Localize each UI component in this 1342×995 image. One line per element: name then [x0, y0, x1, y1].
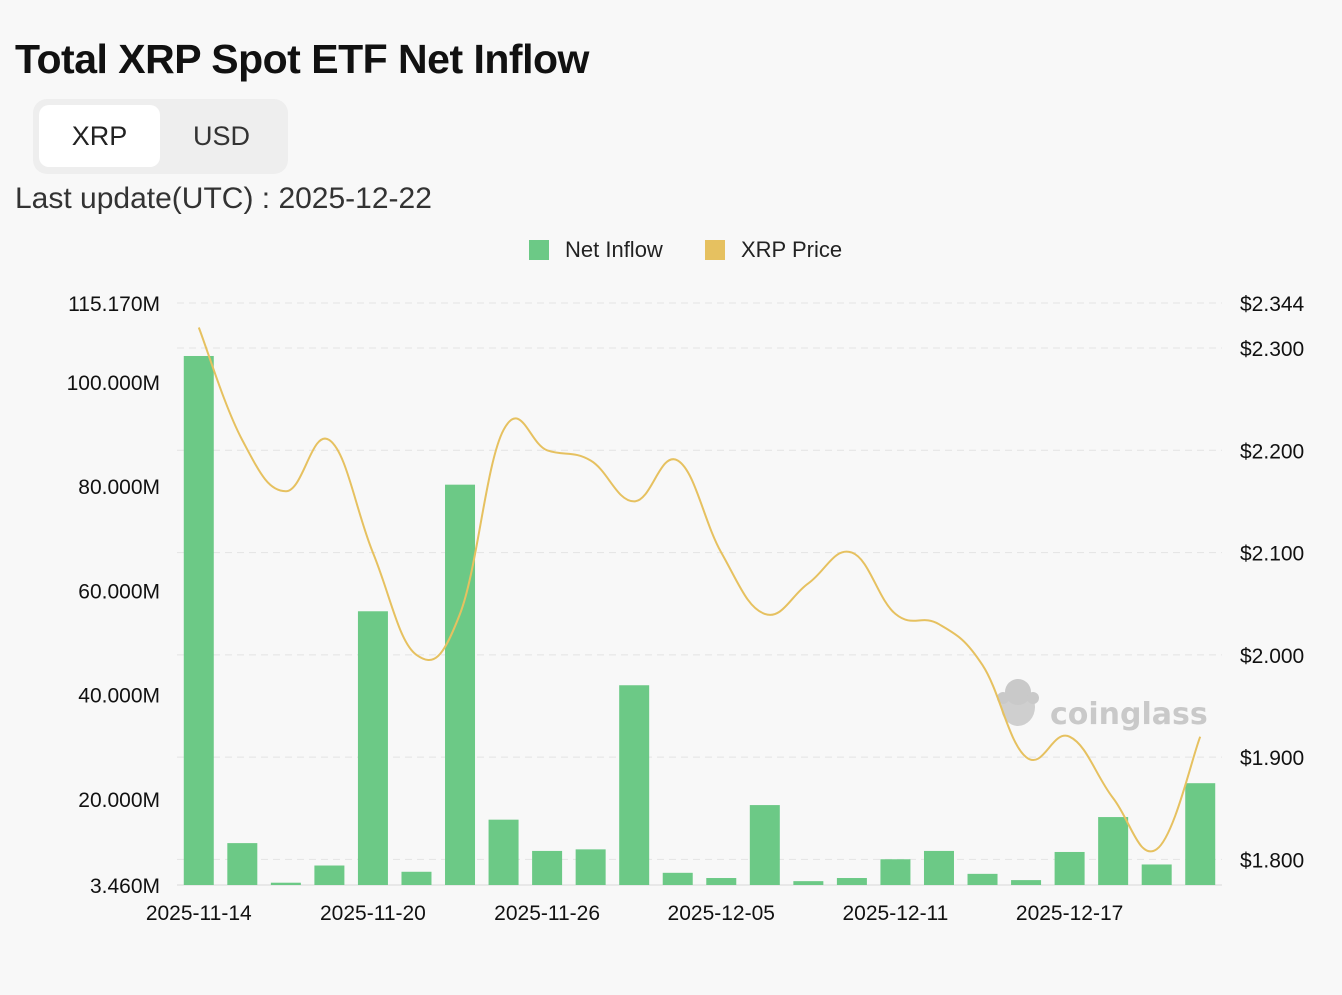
net-inflow-bar[interactable]	[1141, 864, 1172, 885]
x-axis-tick-label: 2025-12-11	[843, 902, 949, 925]
left-axis-tick-label: 115.170M	[68, 293, 160, 316]
net-inflow-bar[interactable]	[706, 878, 737, 885]
coinglass-watermark: coinglass	[997, 679, 1208, 732]
toggle-xrp-button[interactable]: XRP	[39, 105, 160, 167]
right-axis-tick-label: $1.900	[1240, 747, 1304, 770]
legend-label-xrp-price[interactable]: XRP Price	[741, 237, 842, 262]
net-inflow-bar[interactable]	[1011, 880, 1042, 885]
chart-legend: Net Inflow XRP Price	[529, 237, 842, 262]
mascot-head	[1005, 679, 1031, 705]
net-inflow-bar[interactable]	[401, 871, 432, 885]
left-axis-tick-label: 100.000M	[67, 372, 160, 395]
net-inflow-bar[interactable]	[1098, 817, 1129, 885]
net-inflow-bar[interactable]	[314, 865, 345, 885]
net-inflow-bar[interactable]	[227, 843, 258, 885]
net-inflow-bar[interactable]	[532, 850, 563, 885]
xrp-price-line	[197, 327, 1202, 853]
left-axis: 3.460M 20.000M 40.000M 60.000M 80.000M 100.00…	[67, 293, 160, 898]
x-axis-tick-label: 2025-12-17	[1016, 902, 1123, 925]
legend-swatch-xrp-price[interactable]	[705, 240, 725, 260]
x-axis-tick-label: 2025-11-20	[320, 902, 426, 925]
right-axis-tick-label: $2.300	[1240, 338, 1304, 361]
right-axis: $1.800 $1.900 $2.000 $2.100 $2.200 $2.300 $2.3…	[1240, 293, 1305, 872]
x-axis-tick-label: 2025-11-14	[146, 902, 252, 925]
left-axis-tick-label: 3.460M	[90, 875, 160, 898]
net-inflow-bars	[183, 355, 1216, 885]
net-inflow-bar[interactable]	[749, 805, 780, 885]
net-inflow-bar[interactable]	[923, 850, 954, 885]
net-inflow-bar[interactable]	[575, 849, 606, 885]
net-inflow-bar[interactable]	[488, 819, 519, 885]
net-inflow-chart: Net Inflow XRP Price coinglass 3.460M 20.0…	[67, 237, 1305, 925]
page-title: Total XRP Spot ETF Net Inflow	[15, 36, 589, 82]
xrp-price-series-line[interactable]	[197, 327, 1202, 853]
x-axis: 2025-11-14 2025-11-20 2025-11-26 2025-12-05…	[146, 902, 1123, 925]
net-inflow-bar[interactable]	[836, 878, 867, 885]
mascot-ear-right	[1027, 692, 1039, 704]
right-axis-tick-label: $2.100	[1240, 543, 1304, 566]
net-inflow-bar[interactable]	[357, 611, 388, 885]
x-axis-tick-label: 2025-12-05	[668, 902, 775, 925]
net-inflow-bar[interactable]	[183, 355, 214, 885]
left-axis-tick-label: 60.000M	[78, 580, 160, 603]
net-inflow-bar[interactable]	[445, 484, 476, 885]
right-axis-tick-label: $2.200	[1240, 440, 1304, 463]
right-axis-tick-label: $2.344	[1240, 293, 1305, 316]
right-axis-tick-label: $1.800	[1240, 849, 1304, 872]
unit-toggle: XRP USD	[33, 99, 288, 174]
last-update-text: Last update(UTC) : 2025-12-22	[15, 182, 432, 215]
net-inflow-bar[interactable]	[619, 685, 650, 885]
x-axis-tick-label: 2025-11-26	[494, 902, 600, 925]
net-inflow-bar[interactable]	[793, 881, 824, 885]
legend-label-net-inflow[interactable]: Net Inflow	[565, 237, 663, 262]
chart-grid	[177, 302, 1222, 886]
net-inflow-bar[interactable]	[880, 859, 911, 885]
legend-swatch-net-inflow[interactable]	[529, 240, 549, 260]
left-axis-tick-label: 80.000M	[78, 476, 160, 499]
net-inflow-bar[interactable]	[967, 873, 998, 885]
net-inflow-bar[interactable]	[1185, 783, 1216, 885]
toggle-usd-button[interactable]: USD	[192, 121, 250, 151]
mascot-ear-left	[997, 692, 1009, 704]
right-axis-tick-label: $2.000	[1240, 645, 1304, 668]
net-inflow-bar[interactable]	[270, 882, 301, 885]
left-axis-tick-label: 20.000M	[78, 789, 160, 812]
coinglass-mascot-icon	[997, 679, 1039, 726]
watermark-text: coinglass	[1050, 697, 1208, 732]
left-axis-tick-label: 40.000M	[78, 685, 160, 708]
net-inflow-bar[interactable]	[662, 872, 693, 885]
net-inflow-bar[interactable]	[1054, 851, 1085, 885]
